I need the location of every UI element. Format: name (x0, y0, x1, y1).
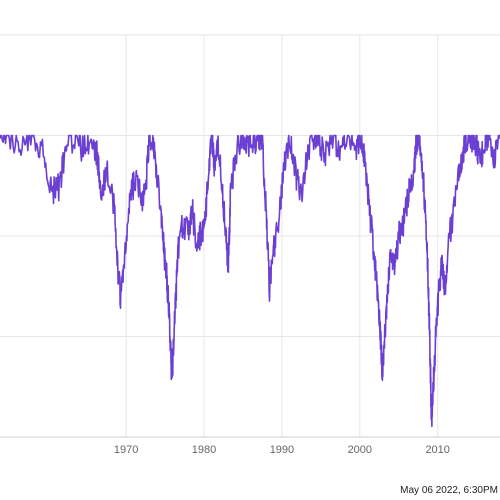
timestamp: May 06 2022, 6:30PM (400, 485, 498, 496)
x-tick-label-4: 2010 (425, 444, 449, 456)
x-tick-label-3: 2000 (348, 444, 372, 456)
series-layer (0, 134, 500, 428)
series-line-0 (0, 134, 500, 428)
x-tick-label-2: 1990 (270, 444, 294, 456)
x-tick-label-0: 1970 (114, 444, 138, 456)
horizontal-gridlines (0, 34, 500, 438)
x-tick-label-1: 1980 (192, 444, 216, 456)
x-tick-labels: 1970 1980 1990 2000 2010 (114, 444, 450, 456)
